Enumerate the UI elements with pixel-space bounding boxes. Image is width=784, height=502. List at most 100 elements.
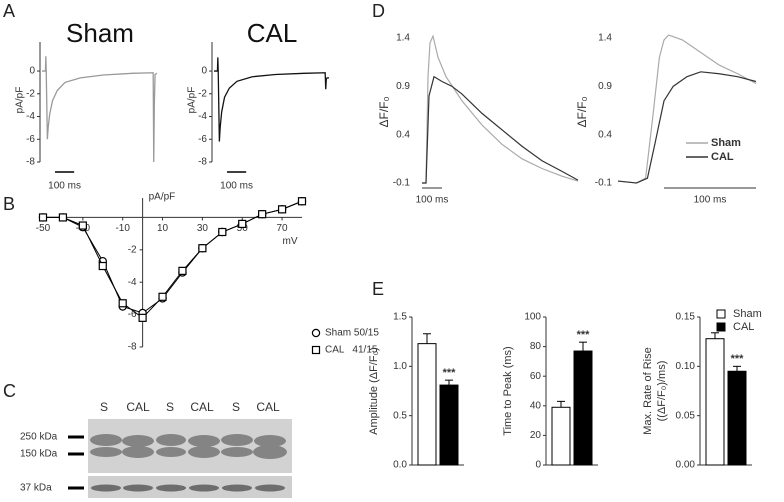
bar	[705, 338, 725, 466]
transient-trace	[422, 75, 579, 184]
y-label: ((ΔF/F₀)/ms)	[656, 361, 668, 422]
y-tick-label: 0.05	[676, 410, 696, 421]
scale-label: 100 ms	[416, 195, 449, 206]
y-tick-label: -6	[128, 309, 137, 320]
blot	[68, 419, 292, 498]
y-label: Max. Rate of Rise	[642, 347, 654, 434]
lane-label: S	[100, 400, 108, 414]
y-tick-label: 0	[29, 66, 35, 77]
x-tick-label: 50	[237, 223, 249, 234]
y-tick-label: 0.5	[393, 410, 407, 421]
y-tick-label: 1.0	[393, 361, 407, 372]
kda-label: 37 kDa	[20, 483, 52, 494]
bar	[439, 384, 459, 466]
lane-label: CAL	[256, 400, 280, 414]
y-tick-label: 1.4	[598, 33, 612, 44]
y-tick-label: 100	[524, 312, 541, 323]
y-tick-label: 80	[530, 341, 542, 352]
y-tick-label: -0.1	[595, 178, 613, 189]
y-label: Time to Peak (ms)	[502, 346, 514, 435]
legend-label: CAL	[711, 151, 734, 163]
plot-title: Sham	[66, 18, 134, 48]
legend-label: Sham 50/15	[325, 328, 379, 339]
y-tick-label: 0	[201, 66, 207, 77]
y-tick-label: -8	[128, 342, 137, 353]
lane-label: CAL	[126, 400, 150, 414]
marker	[38, 213, 48, 222]
kda-label: 250 kDa	[20, 432, 58, 443]
lane-label: CAL	[190, 400, 214, 414]
y-label: pA/pF	[187, 87, 198, 114]
marker	[198, 244, 207, 253]
scale-label: 100 ms	[694, 195, 727, 206]
marker	[178, 266, 187, 275]
lane-label: S	[166, 400, 174, 414]
y-label: pA/pF	[15, 87, 26, 114]
legend-label: Sham	[733, 308, 762, 320]
y-tick-label: -4	[128, 277, 137, 288]
y-label: Amplitude (ΔF/F₀)	[368, 347, 380, 435]
bar	[573, 350, 593, 466]
x-tick-label: 10	[157, 223, 169, 234]
bar	[727, 370, 747, 466]
marker	[311, 328, 321, 338]
scale-label: 100 ms	[220, 181, 253, 192]
y-tick-label: 20	[530, 430, 542, 441]
marker	[258, 210, 267, 219]
panel-label: C	[3, 381, 16, 401]
x-label: mV	[283, 236, 298, 247]
scale-label: 100 ms	[48, 181, 81, 192]
significance: ***	[731, 353, 745, 365]
legend-label: Sham	[711, 137, 741, 149]
y-tick-label: 0	[535, 460, 541, 471]
y-tick-label: 0.4	[396, 129, 410, 140]
bar	[551, 406, 571, 466]
marker	[238, 219, 247, 229]
y-tick-label: -8	[26, 157, 35, 168]
marker	[98, 261, 107, 271]
x-tick-label: 70	[277, 223, 289, 234]
y-tick-label: -8	[198, 157, 207, 168]
y-tick-label: 0.4	[598, 129, 612, 140]
y-tick-label: 0.0	[393, 460, 407, 471]
y-tick-label: 0.10	[676, 361, 696, 372]
kda-label: 150 kDa	[20, 449, 58, 460]
legend-label: CAL 41/15	[325, 345, 378, 356]
marker	[311, 345, 321, 355]
legend-label: CAL	[733, 321, 754, 333]
bar	[417, 343, 437, 466]
plot-title: CAL	[247, 18, 298, 48]
y-tick-label: -6	[198, 134, 207, 145]
marker	[277, 205, 287, 214]
panel-label: A	[3, 1, 15, 21]
panel-label: D	[372, 1, 385, 21]
significance: ***	[577, 329, 591, 341]
marker	[218, 227, 227, 237]
y-tick-label: 1.4	[396, 33, 410, 44]
y-tick-label: 1.5	[393, 312, 407, 323]
y-tick-label: 60	[530, 371, 542, 382]
transient-trace	[617, 71, 757, 184]
marker	[297, 197, 307, 206]
y-tick-label: -2	[26, 88, 35, 99]
marker	[58, 213, 68, 222]
legend-swatch	[716, 309, 726, 319]
panel-label: B	[3, 194, 15, 214]
y-tick-label: -4	[198, 111, 207, 122]
panel-label: E	[372, 279, 384, 299]
legend-swatch	[716, 322, 726, 332]
y-tick-label: -0.1	[393, 178, 411, 189]
x-tick-label: -10	[115, 223, 130, 234]
y-label: ΔF/F₀	[377, 96, 391, 127]
marker	[158, 292, 167, 301]
y-tick-label: -2	[198, 88, 207, 99]
significance: ***	[443, 367, 457, 379]
x-tick-label: 30	[197, 223, 209, 234]
y-tick-label: 0.9	[598, 81, 612, 92]
y-tick-label: 40	[530, 400, 542, 411]
y-tick-label: 0.9	[396, 81, 410, 92]
x-tick-label: -50	[36, 223, 51, 234]
y-tick-label: 0.00	[676, 460, 696, 471]
